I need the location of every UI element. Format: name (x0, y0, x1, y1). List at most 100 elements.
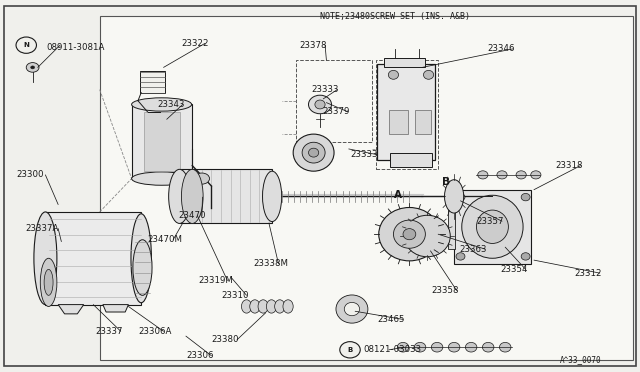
Bar (179, 169, 272, 223)
Ellipse shape (34, 212, 57, 305)
Bar (45, 212, 141, 305)
Bar (390, 153, 432, 167)
Bar (140, 71, 166, 93)
Bar (415, 110, 431, 134)
Ellipse shape (44, 269, 53, 295)
Ellipse shape (266, 300, 276, 313)
Text: 23343: 23343 (157, 100, 185, 109)
Ellipse shape (414, 342, 426, 352)
Ellipse shape (26, 62, 39, 72)
Bar (389, 110, 408, 134)
Text: 23363: 23363 (460, 244, 486, 253)
Ellipse shape (336, 295, 368, 323)
Text: 23300: 23300 (17, 170, 44, 179)
Text: 23318: 23318 (555, 161, 582, 170)
Ellipse shape (344, 302, 360, 316)
Ellipse shape (397, 342, 409, 352)
Ellipse shape (132, 172, 191, 185)
Text: 23379: 23379 (323, 108, 350, 116)
Text: B: B (348, 347, 353, 353)
Ellipse shape (275, 300, 285, 313)
Ellipse shape (521, 193, 530, 201)
Ellipse shape (516, 171, 526, 179)
Ellipse shape (483, 342, 494, 352)
Ellipse shape (477, 171, 488, 179)
Ellipse shape (394, 220, 426, 248)
Bar (378, 64, 435, 160)
Text: 23337A: 23337A (25, 224, 58, 233)
Ellipse shape (431, 342, 443, 352)
Text: 23319M: 23319M (198, 276, 234, 285)
Ellipse shape (499, 342, 511, 352)
Polygon shape (58, 305, 84, 314)
Ellipse shape (16, 37, 36, 53)
Text: 23346: 23346 (487, 44, 515, 53)
Ellipse shape (308, 95, 332, 114)
Text: 23333: 23333 (351, 150, 378, 159)
Ellipse shape (258, 300, 268, 313)
Bar (384, 58, 426, 67)
Ellipse shape (169, 169, 190, 224)
Ellipse shape (340, 341, 360, 358)
Text: 23306A: 23306A (138, 327, 172, 336)
Text: 23312: 23312 (574, 269, 602, 278)
Text: A: A (394, 190, 402, 200)
Text: 23380: 23380 (211, 335, 239, 344)
Bar (145, 112, 179, 171)
Text: 23306: 23306 (186, 351, 213, 360)
Text: 23358: 23358 (431, 286, 459, 295)
Ellipse shape (476, 210, 508, 243)
Ellipse shape (308, 148, 319, 157)
Text: 23470: 23470 (178, 211, 205, 220)
Ellipse shape (40, 258, 57, 307)
Ellipse shape (531, 171, 541, 179)
Text: A^33_0070: A^33_0070 (559, 355, 601, 364)
Ellipse shape (250, 300, 260, 313)
Bar (132, 105, 192, 179)
Text: N: N (23, 42, 29, 48)
Ellipse shape (497, 171, 507, 179)
Text: 08121-03033: 08121-03033 (364, 345, 422, 354)
Ellipse shape (424, 70, 434, 79)
Ellipse shape (449, 342, 460, 352)
Ellipse shape (388, 70, 399, 79)
Text: 23470M: 23470M (148, 235, 182, 244)
Text: 23378: 23378 (300, 41, 327, 50)
Text: 23465: 23465 (378, 315, 405, 324)
Ellipse shape (31, 66, 35, 69)
Ellipse shape (462, 195, 523, 258)
Text: 23357: 23357 (476, 217, 504, 226)
Text: B: B (442, 177, 451, 187)
Ellipse shape (262, 171, 282, 222)
Ellipse shape (403, 229, 416, 240)
Bar (454, 190, 531, 264)
Ellipse shape (293, 134, 334, 171)
Ellipse shape (132, 98, 191, 111)
Text: 23322: 23322 (181, 39, 209, 48)
Ellipse shape (445, 180, 464, 213)
Ellipse shape (283, 300, 293, 313)
Text: NOTE;23480SCREW SET (INS. A&B): NOTE;23480SCREW SET (INS. A&B) (320, 12, 470, 21)
Text: 23354: 23354 (500, 265, 527, 274)
Text: 23338M: 23338M (253, 259, 288, 268)
Ellipse shape (302, 142, 325, 163)
Bar (296, 60, 372, 141)
Polygon shape (103, 305, 129, 312)
Ellipse shape (181, 169, 203, 224)
Ellipse shape (379, 208, 440, 261)
Ellipse shape (241, 300, 252, 313)
Bar (448, 205, 456, 249)
Ellipse shape (521, 253, 530, 260)
Ellipse shape (133, 240, 152, 295)
Text: 23310: 23310 (221, 291, 248, 300)
Bar (376, 60, 438, 169)
Text: 23337: 23337 (95, 327, 123, 336)
Ellipse shape (131, 214, 152, 303)
Bar (100, 16, 633, 360)
Ellipse shape (465, 342, 477, 352)
Ellipse shape (315, 100, 325, 109)
Text: 08911-3081A: 08911-3081A (47, 42, 105, 51)
Ellipse shape (404, 215, 451, 257)
Text: 23333: 23333 (312, 85, 339, 94)
Ellipse shape (456, 253, 465, 260)
